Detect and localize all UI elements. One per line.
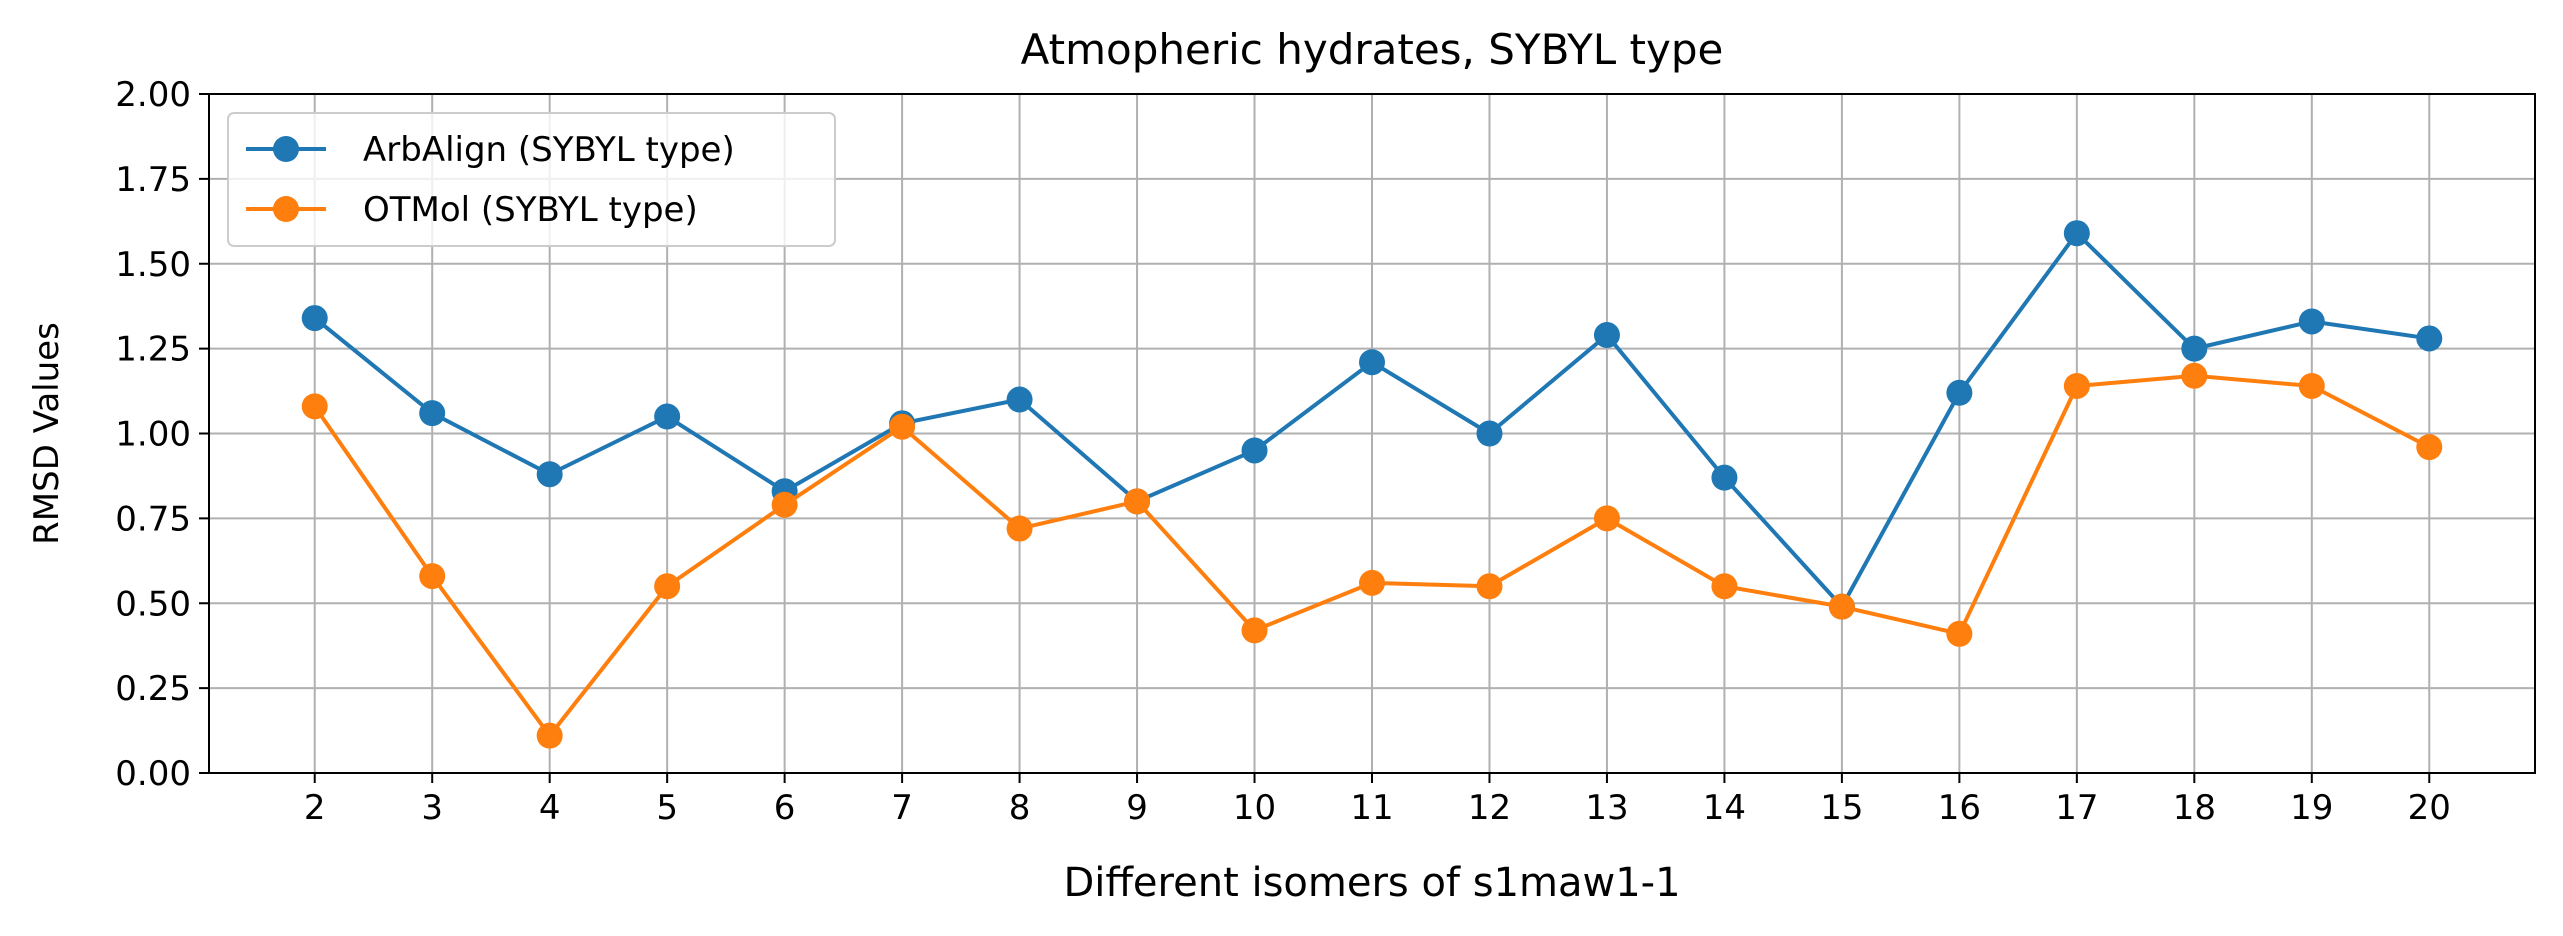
data-point <box>1476 573 1503 600</box>
data-point <box>1946 620 1973 647</box>
data-point <box>1359 349 1385 376</box>
y-axis-label: RMSD Values <box>27 322 67 545</box>
y-tick-label: 1.00 <box>115 415 191 455</box>
x-tick-label: 12 <box>1468 788 1511 828</box>
x-tick-label: 11 <box>1350 788 1393 828</box>
x-tick-label: 2 <box>304 788 326 828</box>
x-tick-label: 8 <box>1009 788 1031 828</box>
x-axis-label: Different isomers of s1maw1-1 <box>1063 860 1680 906</box>
data-point <box>2416 434 2443 461</box>
x-tick-label: 13 <box>1585 788 1628 828</box>
y-tick-label: 0.00 <box>115 754 191 794</box>
data-point <box>2298 372 2325 399</box>
data-point <box>654 573 681 600</box>
x-tick-label: 10 <box>1233 788 1276 828</box>
data-point <box>301 305 328 332</box>
x-tick-label: 16 <box>1938 788 1981 828</box>
series-layer <box>301 220 2443 749</box>
x-tick-label: 17 <box>2055 788 2098 828</box>
data-point <box>536 722 563 749</box>
data-point <box>1711 464 1738 491</box>
chart-title: Atmopheric hydrates, SYBYL type <box>1021 25 1724 74</box>
legend-box <box>227 112 836 247</box>
x-tick-label: 19 <box>2290 788 2333 828</box>
data-point <box>1241 617 1268 644</box>
y-tick-label: 0.25 <box>115 669 191 709</box>
data-point <box>1359 569 1385 596</box>
x-tick-label: 4 <box>539 788 561 828</box>
data-point <box>2181 362 2208 389</box>
data-point <box>1124 488 1151 515</box>
data-point <box>1711 573 1738 600</box>
x-tick-label: 6 <box>774 788 796 828</box>
legend-marker-otmol <box>273 196 299 222</box>
data-point <box>1006 515 1033 542</box>
data-point <box>1593 322 1620 349</box>
data-point <box>2063 372 2090 399</box>
data-point <box>1946 379 1973 406</box>
data-point <box>1476 420 1503 447</box>
data-point <box>2416 325 2443 352</box>
data-point <box>1006 386 1033 413</box>
x-tick-label: 15 <box>1820 788 1863 828</box>
x-tick-label: 7 <box>891 788 913 828</box>
data-point <box>419 400 446 427</box>
y-tick-label: 1.50 <box>115 245 191 285</box>
y-tick-label: 1.25 <box>115 330 191 370</box>
legend-label-arbalign: ArbAlign (SYBYL type) <box>363 130 735 170</box>
data-point <box>1241 437 1268 464</box>
data-point <box>536 461 563 488</box>
data-point <box>889 413 916 440</box>
y-tick-label: 0.50 <box>115 584 191 624</box>
data-point <box>1593 505 1620 532</box>
x-tick-label: 5 <box>656 788 678 828</box>
data-point <box>771 491 798 518</box>
y-tick-label: 0.75 <box>115 499 191 539</box>
legend-entry-arbalign: ArbAlign (SYBYL type) <box>246 130 735 170</box>
x-tick-label: 14 <box>1703 788 1746 828</box>
data-point <box>301 393 328 420</box>
x-tick-label: 9 <box>1126 788 1148 828</box>
legend-label-otmol: OTMol (SYBYL type) <box>363 190 698 230</box>
data-point <box>654 403 681 430</box>
data-point <box>2298 308 2325 335</box>
data-point <box>2181 335 2208 362</box>
legend-marker-arbalign <box>273 136 299 162</box>
y-tick-label: 1.75 <box>115 160 191 200</box>
data-point <box>2063 220 2090 247</box>
y-axis-ticks: 0.00 0.25 0.50 0.75 1.00 1.25 1.50 1.75 2.00 <box>115 75 209 794</box>
legend-entry-otmol: OTMol (SYBYL type) <box>246 190 698 230</box>
x-tick-label: 20 <box>2408 788 2451 828</box>
data-point <box>1828 593 1855 620</box>
series-otmol <box>301 362 2443 749</box>
y-tick-label: 2.00 <box>115 75 191 115</box>
x-tick-label: 3 <box>421 788 443 828</box>
x-axis-ticks: 2 3 4 5 6 7 8 9 10 11 12 13 14 15 16 17 18 19 20 <box>304 773 2451 828</box>
data-point <box>419 563 446 590</box>
legend: ArbAlign (SYBYL type) OTMol (SYBYL type) <box>227 112 836 247</box>
x-tick-label: 18 <box>2173 788 2216 828</box>
